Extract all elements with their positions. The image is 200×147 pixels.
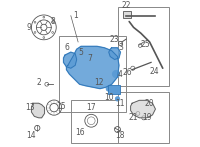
Text: 15: 15 — [56, 102, 65, 111]
Text: 18: 18 — [116, 131, 125, 140]
Text: 3: 3 — [118, 43, 123, 52]
Text: 22: 22 — [122, 1, 131, 10]
Text: 12: 12 — [94, 78, 103, 87]
Text: 14: 14 — [27, 131, 36, 140]
Polygon shape — [31, 103, 45, 118]
Text: 8: 8 — [51, 17, 56, 26]
Text: 11: 11 — [116, 99, 125, 108]
Text: 13: 13 — [25, 103, 35, 112]
Text: 20: 20 — [145, 99, 154, 108]
Text: 26: 26 — [123, 68, 133, 77]
Text: 5: 5 — [79, 48, 83, 57]
FancyBboxPatch shape — [123, 11, 131, 18]
Polygon shape — [131, 100, 155, 118]
FancyBboxPatch shape — [108, 85, 120, 94]
Text: 9: 9 — [26, 23, 31, 32]
Text: 7: 7 — [87, 54, 92, 62]
Text: 17: 17 — [86, 103, 96, 112]
Text: 4: 4 — [118, 70, 123, 78]
Polygon shape — [109, 48, 120, 60]
Circle shape — [112, 70, 120, 78]
Text: 16: 16 — [75, 128, 84, 137]
Text: 2: 2 — [36, 78, 41, 87]
Text: 24: 24 — [149, 67, 159, 76]
Text: 19: 19 — [142, 113, 151, 122]
Polygon shape — [66, 46, 119, 89]
Text: 1: 1 — [73, 11, 78, 20]
Circle shape — [106, 86, 111, 91]
Circle shape — [115, 97, 120, 101]
Text: 23: 23 — [110, 35, 119, 44]
Text: 25: 25 — [140, 40, 150, 49]
Text: 10: 10 — [104, 93, 114, 102]
Polygon shape — [64, 52, 77, 68]
Text: 6: 6 — [64, 43, 69, 52]
Text: 21: 21 — [129, 113, 138, 122]
